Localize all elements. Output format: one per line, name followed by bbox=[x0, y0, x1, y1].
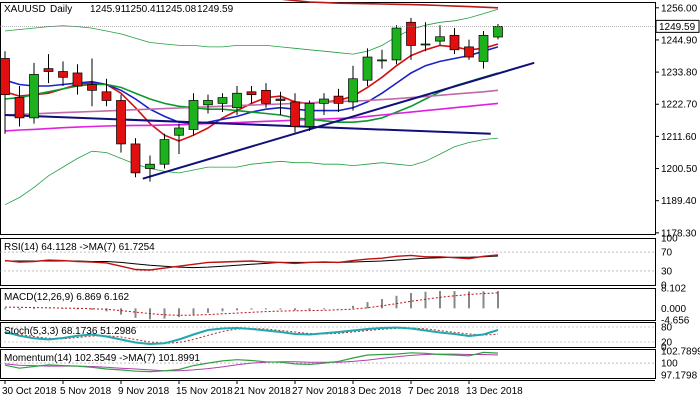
rsi-tick-label: 70 bbox=[661, 248, 673, 259]
candle-body bbox=[130, 143, 141, 174]
candle-body bbox=[58, 71, 68, 78]
header-high: 1250.41 bbox=[125, 4, 162, 15]
momentum-tick-label: 97.1798 bbox=[661, 371, 698, 382]
header-open: 1245.91 bbox=[90, 4, 127, 15]
stoch-k-line bbox=[4, 326, 499, 346]
rsi-tick-label: 0 bbox=[661, 281, 667, 292]
momentum-tick-label: 100 bbox=[661, 359, 678, 370]
candle-body bbox=[435, 36, 445, 42]
macd-tick-label: 0.000 bbox=[661, 304, 686, 315]
pane-frame-macd bbox=[0, 288, 656, 321]
time-tick-label: 21 Nov 2018 bbox=[234, 386, 291, 397]
overlay-line-7 bbox=[4, 137, 499, 206]
candle-body bbox=[188, 100, 199, 130]
candle-body bbox=[261, 89, 271, 104]
time-tick-label: 9 Nov 2018 bbox=[118, 386, 170, 397]
momentum-line bbox=[4, 351, 499, 373]
price-tick-label: 1189.40 bbox=[661, 196, 697, 207]
stoch-tick-label: 20 bbox=[661, 338, 673, 349]
stoch-label: Stoch(5,3,3) 68.1736 51.2986 bbox=[4, 326, 137, 337]
stoch-tick-label: 0 bbox=[661, 343, 667, 354]
price-tick-label: 1211.60 bbox=[661, 132, 697, 143]
price-tick-label: 1233.80 bbox=[661, 68, 698, 79]
candle-body bbox=[217, 97, 228, 104]
header-timeframe: Daily bbox=[50, 4, 72, 15]
candle-body bbox=[449, 34, 460, 51]
candle-body bbox=[493, 26, 503, 38]
header-close: 1249.59 bbox=[197, 4, 234, 15]
candle-body bbox=[29, 74, 39, 119]
candle-body bbox=[232, 92, 242, 109]
current-price-label: 1249.59 bbox=[659, 22, 696, 33]
price-tick-label: 1178.30 bbox=[661, 228, 697, 239]
price-tick-label: 1256.00 bbox=[661, 3, 698, 14]
candle-body bbox=[101, 91, 112, 101]
trendline-0 bbox=[4, 113, 491, 135]
rsi-label: RSI(14) 64.1128 ->MA(7) 61.7254 bbox=[4, 242, 155, 253]
rsi-tick-label: 30 bbox=[661, 266, 673, 277]
time-tick-label: 7 Dec 2018 bbox=[408, 386, 460, 397]
time-tick-label: 5 Nov 2018 bbox=[60, 386, 112, 397]
pane-frame-stoch bbox=[0, 322, 656, 348]
candle-body bbox=[464, 46, 474, 58]
header-symbol: XAUUSD bbox=[4, 4, 46, 15]
header-low: 1245.08 bbox=[160, 4, 197, 15]
time-tick-label: 15 Nov 2018 bbox=[176, 386, 233, 397]
candle-body bbox=[333, 95, 344, 104]
candle-body bbox=[43, 68, 54, 72]
candle-body bbox=[14, 97, 25, 119]
candle-body bbox=[420, 43, 431, 46]
momentum-tick-label: 102.7899 bbox=[661, 347, 700, 358]
macd-tick-label: 8.102 bbox=[661, 284, 686, 295]
rsi-tick-label: 100 bbox=[661, 234, 678, 245]
candle-body bbox=[275, 98, 286, 101]
overlay-line-0 bbox=[4, 43, 499, 142]
candle-body bbox=[116, 100, 126, 145]
overlay-line-3 bbox=[4, 102, 499, 132]
time-tick-label: 30 Oct 2018 bbox=[2, 386, 57, 397]
candle-body bbox=[72, 72, 83, 87]
time-tick-label: 27 Nov 2018 bbox=[292, 386, 349, 397]
candle-body bbox=[203, 100, 213, 106]
candle-body bbox=[87, 84, 97, 91]
price-tick-label: 1222.70 bbox=[661, 100, 698, 111]
candle-body bbox=[319, 98, 329, 104]
macd-label: MACD(12,26,9) 6.869 6.162 bbox=[4, 292, 130, 303]
candle-body bbox=[406, 21, 416, 46]
macd-tick-label: -4.656 bbox=[661, 316, 690, 327]
rsi-line bbox=[4, 254, 499, 271]
candle-body bbox=[290, 101, 300, 127]
price-tick-label: 1200.50 bbox=[661, 164, 698, 175]
candle-body bbox=[246, 91, 257, 96]
candle-body bbox=[391, 27, 402, 61]
momentum-label: Momentum(14) 102.3549 ->MA(7) 101.8991 bbox=[4, 353, 200, 364]
candle-body bbox=[159, 139, 170, 165]
candle-body bbox=[145, 163, 155, 169]
stoch-tick-label: 80 bbox=[661, 323, 673, 334]
time-tick-label: 13 Dec 2018 bbox=[466, 386, 523, 397]
trendline-1 bbox=[142, 61, 535, 180]
overlay-line-5 bbox=[281, 0, 499, 9]
candle-body bbox=[304, 103, 315, 127]
candle-body bbox=[362, 56, 373, 81]
price-tick-label: 1244.90 bbox=[661, 35, 698, 46]
candle-body bbox=[377, 59, 387, 62]
pane-frame-mom bbox=[0, 349, 656, 379]
time-tick-label: 3 Dec 2018 bbox=[350, 386, 402, 397]
candle-body bbox=[348, 78, 358, 103]
candle-body bbox=[0, 58, 10, 96]
current-price-box bbox=[655, 19, 700, 33]
candle-body bbox=[174, 127, 184, 136]
candle-body bbox=[478, 34, 489, 62]
